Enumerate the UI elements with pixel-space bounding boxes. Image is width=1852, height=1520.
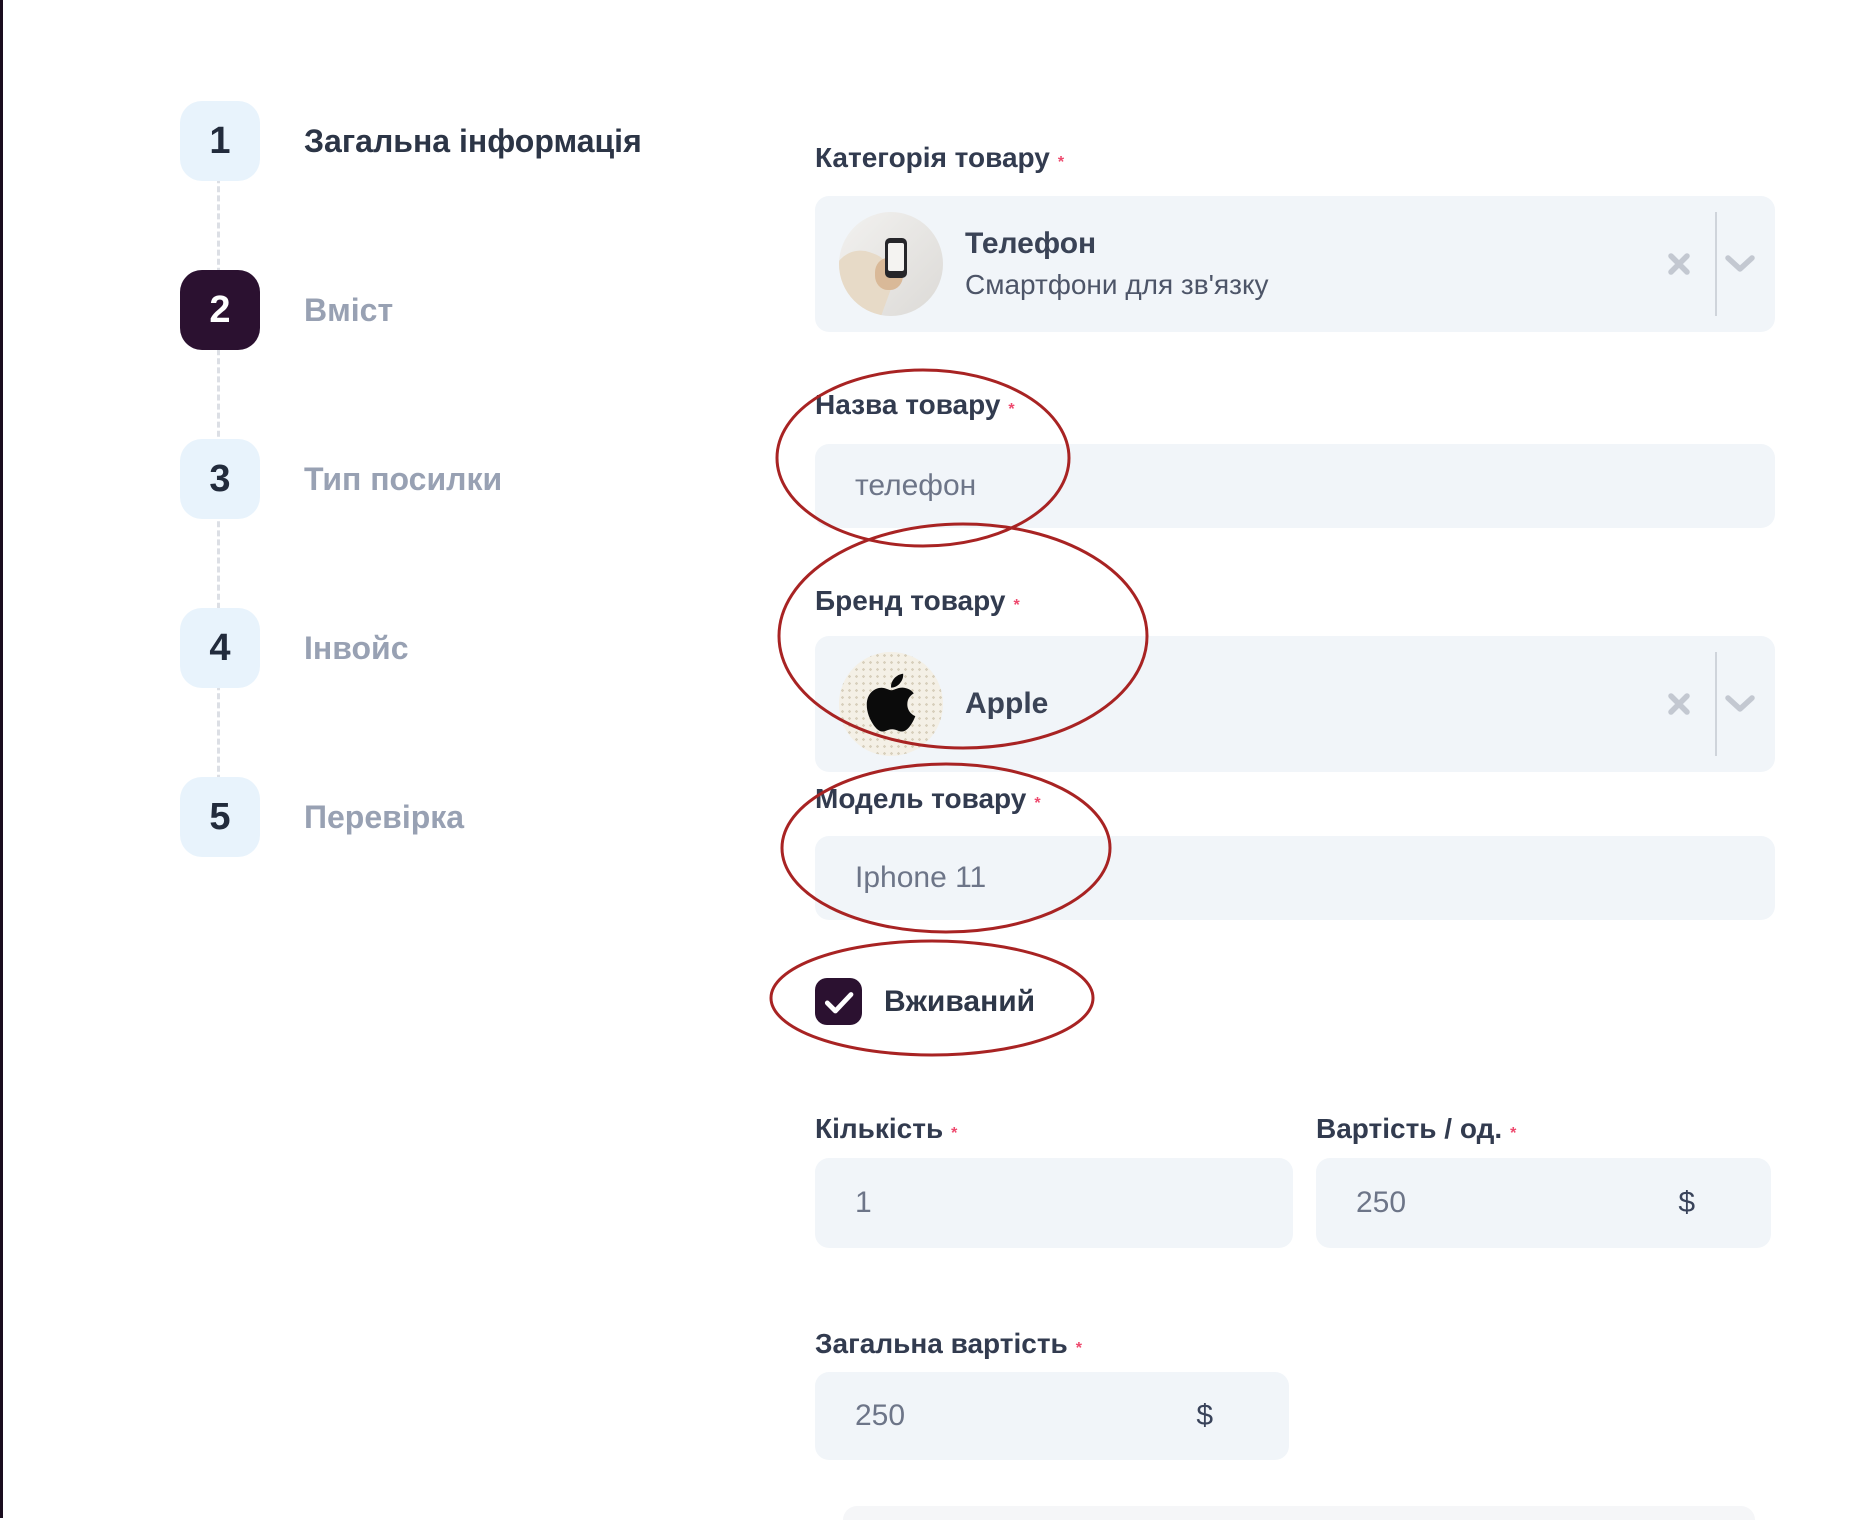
name-value: телефон — [855, 469, 977, 502]
required-asterisk: * — [1057, 154, 1065, 171]
unit-cost-value: 250 — [1356, 1186, 1407, 1219]
quantity-input[interactable]: 1 — [815, 1158, 1293, 1248]
step-badge: 3 — [180, 439, 260, 519]
required-asterisk: * — [1008, 401, 1015, 418]
brand-logo-circle — [839, 652, 943, 756]
category-image — [839, 212, 943, 316]
brand-value: Apple — [965, 687, 1049, 720]
x-icon — [1668, 693, 1690, 715]
brand-dropdown-button[interactable] — [1720, 694, 1760, 714]
required-asterisk: * — [1075, 1340, 1082, 1357]
currency-symbol: $ — [1678, 1186, 1695, 1219]
unit-cost-input[interactable]: 250 $ — [1316, 1158, 1771, 1248]
brand-label: Бренд товару * — [815, 585, 1020, 616]
category-value-subtitle: Смартфони для зв'язку — [965, 269, 1269, 300]
step-label: Тип посилки — [304, 460, 503, 497]
required-asterisk: * — [1510, 1125, 1517, 1142]
category-value-title: Телефон — [965, 227, 1097, 260]
step-label: Перевірка — [304, 798, 465, 835]
category-select[interactable]: Телефон Смартфони для зв'язку — [815, 196, 1775, 332]
category-label: Категорія товару * — [815, 142, 1065, 173]
step-badge: 5 — [180, 777, 260, 857]
stepper-step-3[interactable]: 3 Тип посилки — [180, 439, 502, 519]
stepper-step-4[interactable]: 4 Інвойс — [180, 608, 408, 688]
used-checkbox-label: Вживаний — [884, 984, 1036, 1018]
chevron-down-icon — [1725, 695, 1755, 712]
step-label: Загальна інформація — [304, 122, 642, 159]
step-label: Вміст — [304, 291, 394, 328]
quantity-label: Кількість * — [815, 1113, 958, 1144]
step-label: Інвойс — [304, 629, 409, 666]
step-badge: 4 — [180, 608, 260, 688]
currency-symbol: $ — [1196, 1399, 1213, 1432]
next-section-edge — [843, 1506, 1755, 1520]
chevron-down-icon — [1725, 255, 1755, 272]
stepper-step-2[interactable]: 2 Вміст — [180, 270, 393, 350]
total-cost-label: Загальна вартість * — [815, 1328, 1082, 1359]
total-cost-input[interactable]: 250 $ — [815, 1372, 1289, 1460]
stepper-step-1[interactable]: 1 Загальна інформація — [180, 101, 642, 181]
stepper-step-5[interactable]: 5 Перевірка — [180, 777, 464, 857]
used-checkbox[interactable] — [815, 978, 862, 1025]
select-divider — [1715, 652, 1717, 756]
model-input[interactable]: Iphone 11 — [815, 836, 1775, 920]
model-label: Модель товару * — [815, 783, 1041, 814]
name-input[interactable]: телефон — [815, 444, 1775, 528]
model-value: Iphone 11 — [855, 861, 987, 894]
quantity-value: 1 — [855, 1186, 872, 1219]
name-label: Назва товару * — [815, 389, 1015, 420]
total-cost-value: 250 — [855, 1399, 906, 1432]
category-clear-button[interactable] — [1659, 249, 1699, 279]
check-icon — [824, 991, 853, 1013]
select-divider — [1715, 212, 1717, 316]
step-badge: 1 — [180, 101, 260, 181]
required-asterisk: * — [951, 1125, 958, 1142]
step-badge: 2 — [180, 270, 260, 350]
required-asterisk: * — [1013, 597, 1020, 614]
x-icon — [1668, 253, 1690, 275]
brand-select[interactable]: Apple — [815, 636, 1775, 772]
category-dropdown-button[interactable] — [1720, 254, 1760, 274]
unit-cost-label: Вартість / од. * — [1316, 1113, 1517, 1144]
used-checkbox-row[interactable]: Вживаний — [815, 978, 1035, 1025]
apple-icon — [866, 673, 916, 732]
brand-clear-button[interactable] — [1659, 689, 1699, 719]
required-asterisk: * — [1034, 795, 1041, 812]
